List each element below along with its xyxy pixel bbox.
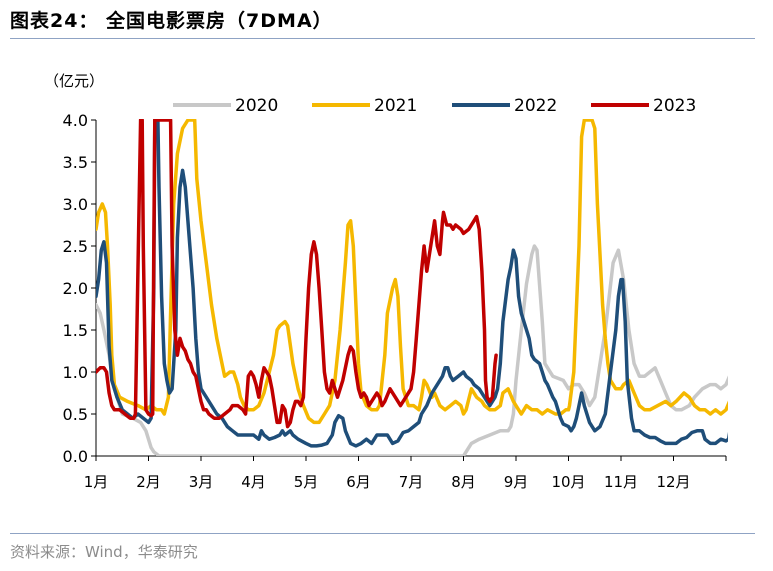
y-axis: 0.0 0.5 1.0 1.5 2.0 2.5 3.0 3.5 4.0 [63,111,97,466]
x-tick-label: 2月 [136,473,161,491]
y-tick-label: 3.5 [63,153,88,172]
plot-area [96,119,728,456]
y-tick-label: 0.5 [63,405,88,424]
legend: 2020 2021 2022 2023 [173,96,696,116]
legend-label-2020: 2020 [235,96,278,116]
top-divider [10,38,755,39]
x-tick-label: 3月 [189,473,214,491]
y-unit-label: （亿元） [44,72,104,90]
series-line-2020 [96,244,728,456]
x-tick-label: 11月 [604,473,638,491]
y-tick-label: 2.0 [63,279,88,298]
x-tick-label: 8月 [451,473,476,491]
bottom-divider [10,533,755,534]
source-note: 资料来源：Wind，华泰研究 [10,543,198,561]
x-axis: 1月 2月 3月 4月 5月 6月 7月 8月 9月 10月 11月 12月 [84,455,727,491]
series-line-2021 [96,119,728,425]
x-tick-label: 12月 [656,473,690,491]
y-tick-label: 3.0 [63,195,88,214]
x-tick-label: 10月 [551,473,585,491]
legend-label-2022: 2022 [514,96,557,116]
x-tick-label: 4月 [241,473,266,491]
chart-title: 图表24： 全国电影票房（7DMA） [10,10,333,32]
y-tick-label: 1.5 [63,321,88,340]
x-tick-label: 5月 [294,473,319,491]
x-tick-label: 6月 [346,473,371,491]
x-tick-label: 9月 [504,473,529,491]
x-tick-label: 1月 [84,473,109,491]
y-tick-label: 2.5 [63,237,88,256]
y-tick-label: 4.0 [63,111,88,130]
y-tick-label: 1.0 [63,363,88,382]
series-line-2023 [96,119,498,429]
x-tick-label: 7月 [399,473,424,491]
legend-label-2021: 2021 [374,96,417,116]
y-tick-label: 0.0 [63,447,88,466]
legend-label-2023: 2023 [653,96,696,116]
series-line-2022 [96,119,728,448]
